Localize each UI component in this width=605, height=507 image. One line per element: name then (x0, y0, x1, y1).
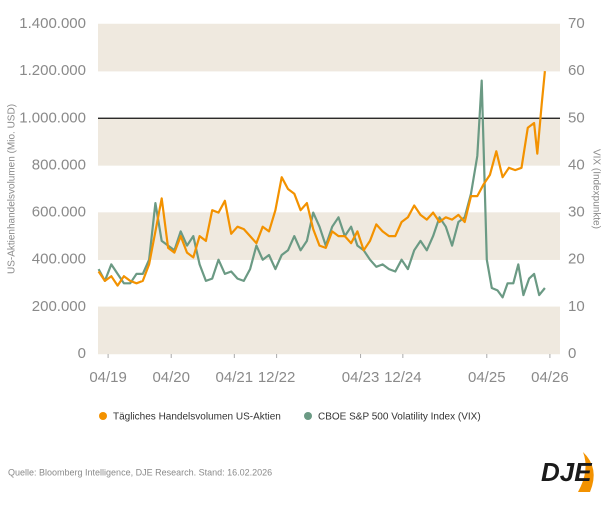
x-tick-label: 04/23 (342, 369, 380, 386)
band (98, 24, 560, 72)
y-axis-title: US-Aktienhandelsvolumen (Mio. USD) (7, 104, 18, 274)
y2-tick-label: 30 (568, 204, 585, 221)
x-tick-label: 04/25 (468, 369, 506, 386)
x-tick-label: 12/22 (258, 369, 296, 386)
x-tick-label: 04/19 (89, 369, 127, 386)
legend-marker (99, 412, 107, 420)
y2-tick-label: 20 (568, 251, 585, 268)
y2-tick-label: 10 (568, 298, 585, 315)
y-tick-label: 1.400.000 (19, 15, 86, 32)
y2-tick-label: 50 (568, 109, 585, 126)
y2-tick-label: 70 (568, 15, 585, 32)
y-tick-label: 0 (78, 345, 86, 362)
y-tick-label: 600.000 (32, 204, 86, 221)
legend-label: Tägliches Handelsvolumen US-Aktien (113, 412, 281, 423)
source: Quelle: Bloomberg Intelligence, DJE Rese… (8, 467, 272, 477)
legend-marker (304, 412, 312, 420)
x-tick-label: 12/24 (384, 369, 422, 386)
band (98, 118, 560, 166)
y-tick-label: 1.200.000 (19, 62, 86, 79)
x-tick-label: 04/20 (152, 369, 190, 386)
y-tick-label: 400.000 (32, 251, 86, 268)
x-tick-label: 04/21 (216, 369, 254, 386)
series-line (97, 79, 546, 299)
logo-sail (578, 452, 594, 492)
y2-axis-title: VIX (Indexpunkte) (590, 149, 601, 229)
series-line (97, 70, 546, 287)
y2-tick-label: 60 (568, 62, 585, 79)
y-tick-label: 1.000.000 (19, 109, 86, 126)
y2-tick-label: 0 (568, 345, 576, 362)
y-tick-label: 200.000 (32, 298, 86, 315)
bands (98, 24, 560, 354)
band (98, 306, 560, 354)
legend-label: CBOE S&P 500 Volatility Index (VIX) (318, 412, 481, 423)
logo: DJE (541, 457, 592, 487)
y2-tick-label: 40 (568, 156, 585, 173)
y-tick-label: 800.000 (32, 156, 86, 173)
x-tick-label: 04/26 (531, 369, 569, 386)
